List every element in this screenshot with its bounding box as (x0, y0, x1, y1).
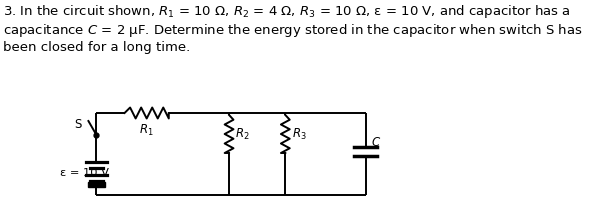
Text: C: C (371, 137, 380, 149)
Text: $R_1$: $R_1$ (139, 123, 154, 138)
Text: $R_3$: $R_3$ (292, 126, 307, 141)
Text: $R_2$: $R_2$ (235, 126, 250, 141)
Text: S: S (74, 118, 82, 132)
Text: capacitance $C$ = 2 μF. Determine the energy stored in the capacitor when switch: capacitance $C$ = 2 μF. Determine the en… (3, 22, 583, 39)
Text: 3. In the circuit shown, $R_1$ = 10 Ω, $R_2$ = 4 Ω, $R_3$ = 10 Ω, ε = 10 V, and : 3. In the circuit shown, $R_1$ = 10 Ω, $… (3, 3, 571, 20)
Text: ε = 10 V: ε = 10 V (60, 168, 109, 178)
Bar (88, 182, 105, 187)
Text: been closed for a long time.: been closed for a long time. (3, 41, 190, 54)
